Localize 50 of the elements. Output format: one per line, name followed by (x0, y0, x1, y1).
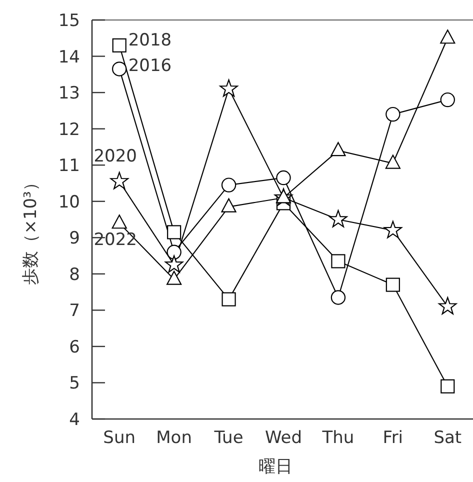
point (221, 178, 236, 192)
point (330, 290, 346, 305)
x-axis-title: 曜日 (258, 457, 292, 477)
y-tick-label: 8 (69, 264, 80, 285)
point (112, 214, 127, 229)
point (220, 79, 238, 97)
point (330, 142, 346, 156)
y-tick-label: 9 (69, 228, 80, 249)
x-tick-label: Fri (382, 428, 404, 448)
point (166, 270, 182, 285)
point (166, 244, 182, 260)
point (276, 170, 291, 186)
point (164, 255, 184, 273)
x-tick-label: Wed (264, 428, 302, 448)
point (222, 292, 236, 306)
point (331, 254, 346, 268)
point (440, 30, 456, 44)
y-tick-label: 12 (58, 120, 80, 140)
x-tick-label: Tue (213, 428, 244, 448)
point (112, 62, 127, 76)
point (385, 154, 400, 169)
point (438, 297, 457, 314)
point (386, 278, 400, 292)
x-tick-label: Sun (103, 428, 136, 448)
x-tick-label: Sat (434, 428, 462, 448)
series-label: 2018 (128, 30, 172, 50)
y-tick-label: 11 (58, 156, 80, 176)
point (440, 379, 455, 394)
y-tick-label: 13 (58, 84, 80, 104)
point (384, 220, 402, 238)
y-tick-label: 14 (58, 47, 80, 68)
series-label: 2022 (94, 230, 137, 250)
point (167, 225, 182, 240)
series-label: 2016 (128, 56, 172, 76)
point (386, 106, 400, 122)
point (110, 172, 128, 190)
y-tick-label: 6 (69, 337, 80, 358)
x-tick-label: Thu (321, 428, 354, 448)
y-tick-label: 5 (69, 374, 80, 394)
point (329, 210, 348, 228)
y-tick-label: 4 (69, 410, 80, 430)
y-tick-label: 7 (69, 301, 80, 322)
x-tick-label: Mon (156, 428, 192, 448)
point (440, 92, 455, 108)
point (112, 38, 126, 52)
point (221, 198, 236, 212)
y-axis-title: 歩数（×10³） (21, 174, 41, 285)
series-label: 2020 (94, 146, 137, 166)
y-tick-label: 15 (58, 11, 80, 31)
y-tick-label: 10 (58, 192, 80, 212)
